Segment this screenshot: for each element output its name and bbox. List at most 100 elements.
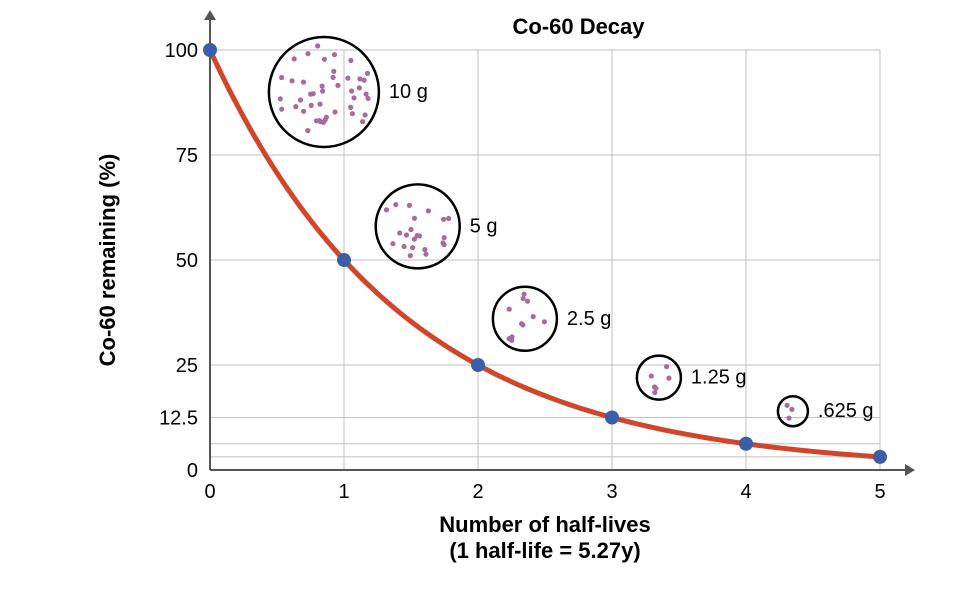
particle-dot: [351, 95, 356, 100]
particle-dot: [441, 217, 446, 222]
particle-dot: [357, 85, 362, 90]
particle-dot: [363, 112, 368, 117]
particle-dot: [415, 233, 420, 238]
particle-dot: [345, 76, 350, 81]
data-point: [739, 437, 753, 451]
sample-label: .625 g: [818, 400, 874, 422]
y-tick-label: 25: [176, 355, 198, 377]
particle-dot: [309, 103, 314, 108]
x-tick-label: 3: [606, 481, 617, 503]
decay-curve: [210, 50, 880, 457]
particle-dot: [542, 319, 547, 324]
particle-dot: [412, 216, 417, 221]
particle-dot: [786, 416, 791, 421]
data-point: [203, 43, 217, 57]
particle-dot: [407, 203, 412, 208]
y-ticks: 012.5255075100: [159, 40, 198, 482]
particle-dot: [507, 307, 512, 312]
y-axis-label: Co-60 remaining (%): [95, 154, 120, 367]
x-axis-label-1: Number of half-lives: [439, 512, 650, 537]
data-point: [337, 253, 351, 267]
decay-chart: 012345012.5255075100Number of half-lives…: [0, 0, 975, 594]
particle-dot: [305, 128, 310, 133]
particle-dot: [521, 296, 526, 301]
particle-dot: [408, 227, 413, 232]
particle-dot: [440, 240, 445, 245]
x-tick-label: 1: [338, 481, 349, 503]
particle-dot: [293, 104, 298, 109]
x-tick-label: 5: [874, 481, 885, 503]
chart-svg: 012345012.5255075100Number of half-lives…: [0, 0, 975, 594]
x-ticks: 012345: [204, 481, 885, 503]
sample-circle: 1.25 g: [637, 356, 747, 400]
particle-dot: [348, 105, 353, 110]
data-point: [873, 450, 887, 464]
sample-label: 10 g: [389, 81, 428, 103]
particle-dot: [364, 92, 369, 97]
particle-dot: [509, 338, 514, 343]
particle-dot: [402, 244, 407, 249]
sample-circle: 10 g: [269, 37, 428, 147]
particle-dot: [305, 51, 310, 56]
particle-dot: [360, 119, 365, 124]
axes: [204, 10, 915, 476]
particle-dot: [522, 292, 527, 297]
particle-dot: [332, 109, 337, 114]
y-tick-label: 0: [187, 460, 198, 482]
particle-dot: [317, 102, 322, 107]
particle-dot: [393, 202, 398, 207]
particle-dot: [278, 96, 283, 101]
particle-dot: [426, 208, 431, 213]
particle-dot: [789, 407, 794, 412]
particle-dot: [652, 390, 657, 395]
particle-dot: [279, 75, 284, 80]
particle-dot: [324, 115, 329, 120]
sample-label: 2.5 g: [567, 308, 611, 330]
particle-dot: [320, 89, 325, 94]
particle-dot: [664, 364, 669, 369]
particle-dot: [321, 120, 326, 125]
particle-dot: [442, 235, 447, 240]
particle-dot: [348, 58, 353, 63]
particle-dot: [350, 111, 355, 116]
sample-circle: 5 g: [376, 184, 498, 268]
particle-dot: [649, 373, 654, 378]
particle-dot: [308, 92, 313, 97]
y-tick-label: 50: [176, 250, 198, 272]
particle-dot: [410, 245, 415, 250]
sample-label: 1.25 g: [691, 367, 747, 389]
particle-dot: [315, 43, 320, 48]
data-point: [605, 411, 619, 425]
particle-dot: [404, 232, 409, 237]
particle-dot: [408, 253, 413, 258]
particle-dot: [320, 84, 325, 89]
y-tick-label: 100: [165, 40, 198, 62]
sample-circle: 2.5 g: [493, 287, 611, 351]
particle-dot: [785, 403, 790, 408]
particle-dot: [292, 56, 297, 61]
particle-dot: [301, 109, 306, 114]
x-tick-label: 4: [740, 481, 751, 503]
sample-label: 5 g: [470, 215, 498, 237]
sample-circle: .625 g: [778, 396, 874, 426]
particle-dot: [301, 80, 306, 85]
data-points: [203, 43, 887, 464]
particle-dot: [666, 376, 671, 381]
particle-dot: [362, 78, 367, 83]
y-tick-label: 12.5: [159, 408, 198, 430]
particle-dot: [519, 321, 524, 326]
particle-dot: [314, 118, 319, 123]
x-tick-label: 0: [204, 481, 215, 503]
x-axis-label-2: (1 half-life = 5.27y): [449, 538, 640, 563]
particle-dot: [525, 299, 530, 304]
particle-dot: [397, 230, 402, 235]
particle-dot: [531, 314, 536, 319]
particle-dot: [422, 247, 427, 252]
particle-dot: [290, 78, 295, 83]
particle-dot: [298, 97, 303, 102]
particle-dot: [332, 52, 337, 57]
particle-dot: [322, 57, 327, 62]
data-point: [471, 358, 485, 372]
particle-dot: [279, 107, 284, 112]
particle-dot: [349, 88, 354, 93]
